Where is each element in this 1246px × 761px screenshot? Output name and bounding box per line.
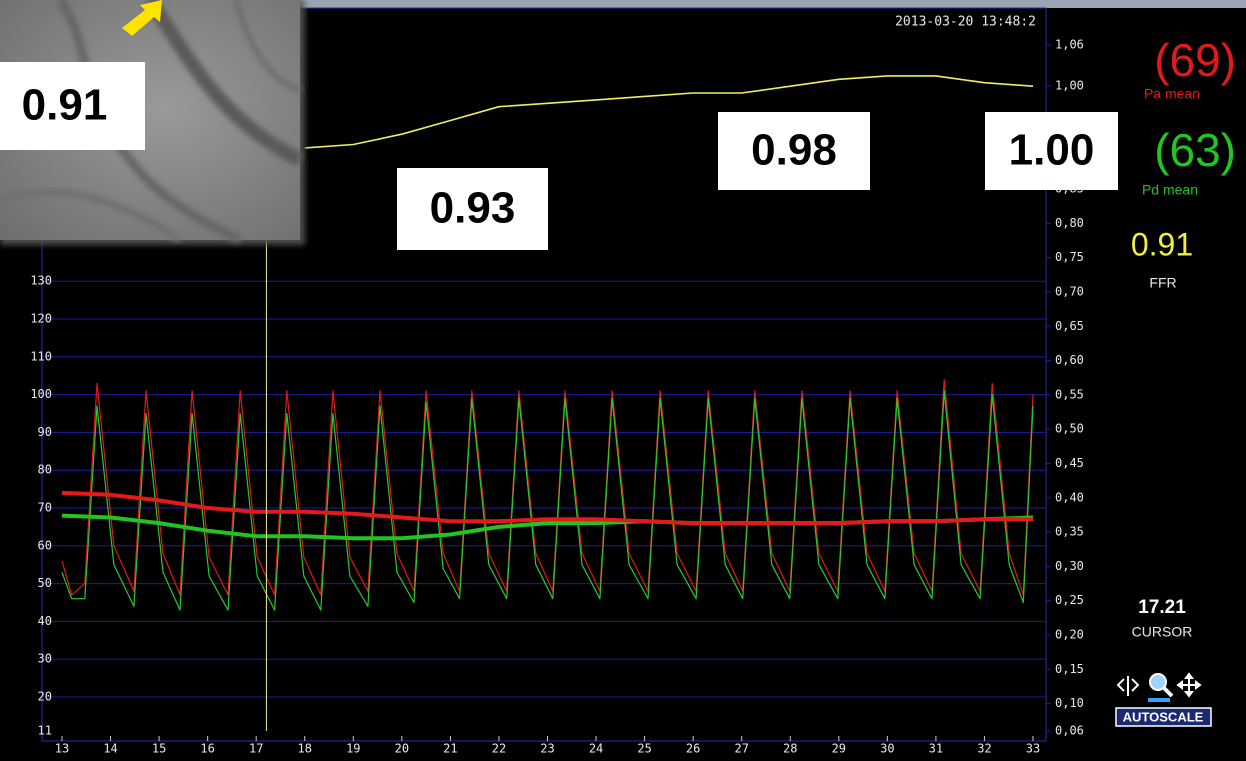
series-line <box>304 75 1034 149</box>
y-tick-label: 40 <box>38 614 52 628</box>
y-tick-label: 11 <box>38 724 52 738</box>
x-tick-label: 20 <box>395 742 409 756</box>
y-tick-label: 110 <box>30 349 52 363</box>
cursor-value: 17.21 <box>1138 597 1186 618</box>
x-tick-label: 18 <box>298 742 312 756</box>
y2-tick-label: 0,35 <box>1055 525 1084 539</box>
x-tick-label: 25 <box>637 742 651 756</box>
x-tick-label: 27 <box>734 742 748 756</box>
plot-frame <box>41 7 1047 742</box>
y2-tick-label: 0,30 <box>1055 559 1084 573</box>
y-tick-label: 120 <box>30 312 52 326</box>
pd-mean-value: (63) <box>1154 124 1236 176</box>
zoom-icon[interactable] <box>1148 673 1174 702</box>
x-tick-label: 30 <box>880 742 894 756</box>
annotation-box <box>718 112 870 190</box>
scroll-icon[interactable] <box>1116 676 1140 696</box>
autoscale-label[interactable]: AUTOSCALE <box>1123 709 1204 724</box>
top-strip <box>0 0 1246 8</box>
annotation-text: 0.91 <box>22 81 108 130</box>
right-panel: (69) Pa mean (63) Pd mean 0.91 FFR 17.21… <box>1115 34 1236 727</box>
ffr-value: 0.91 <box>1131 226 1193 262</box>
y2-tick-label: 0,10 <box>1055 696 1084 710</box>
series-line <box>61 390 1034 611</box>
annotation-text: 0.98 <box>751 126 837 175</box>
pd-mean-label: Pd mean <box>1142 182 1198 198</box>
annotation-box <box>397 168 548 250</box>
y2-tick-label: 0,50 <box>1055 422 1084 436</box>
x-tick-label: 32 <box>977 742 991 756</box>
y-tick-label: 130 <box>30 274 52 288</box>
y2-tick-label: 0,55 <box>1055 387 1084 401</box>
timestamp: 2013-03-20 13:48:2 <box>895 15 1036 30</box>
y2-tick-label: 1,06 <box>1055 38 1084 52</box>
y-tick-label: 30 <box>38 652 52 666</box>
y2-tick-label: 0,80 <box>1055 216 1084 230</box>
y2-tick-label: 0,65 <box>1055 319 1084 333</box>
x-tick-label: 13 <box>55 742 69 756</box>
ffr-label: FFR <box>1149 275 1176 291</box>
cursor-label: CURSOR <box>1132 624 1193 640</box>
x-tick-label: 26 <box>686 742 700 756</box>
x-tick-label: 22 <box>492 742 506 756</box>
annotation-box <box>985 112 1118 190</box>
x-tick-label: 21 <box>443 742 457 756</box>
series-line <box>61 490 1033 526</box>
annotation-text: 1.00 <box>1009 126 1095 175</box>
x-tick-label: 33 <box>1026 742 1040 756</box>
y2-tick-label: 0,06 <box>1055 724 1084 738</box>
y2-tick-label: 0,15 <box>1055 662 1084 676</box>
x-tick-label: 17 <box>249 742 263 756</box>
pan-icon[interactable] <box>1176 672 1202 698</box>
y2-tick-label: 0,60 <box>1055 353 1084 367</box>
y2-tick-label: 0,20 <box>1055 627 1084 641</box>
series-line <box>61 378 1034 596</box>
y2-tick-label: 0,25 <box>1055 593 1084 607</box>
y-tick-label: 60 <box>38 538 52 552</box>
y2-tick-label: 0,45 <box>1055 456 1084 470</box>
plot-area: 11 20 30 40 50 60 70 80 90 100 110 120 130 0,06 0,10 0,… <box>30 38 1084 756</box>
pa-mean-label: Pa mean <box>1144 86 1200 102</box>
y-tick-label: 50 <box>38 576 52 590</box>
y-tick-label: 100 <box>30 387 52 401</box>
x-tick-label: 23 <box>540 742 554 756</box>
pa-mean-value: (69) <box>1154 34 1236 86</box>
annotations: 0.91 0.93 0.98 1.00 <box>0 62 1118 250</box>
y-tick-label: 80 <box>38 463 52 477</box>
x-tick-label: 31 <box>929 742 943 756</box>
y2-tick-label: 1,00 <box>1055 79 1084 93</box>
x-tick-label: 14 <box>103 742 117 756</box>
annotation-text: 0.93 <box>430 184 516 233</box>
y2-tick-label: 0,75 <box>1055 250 1084 264</box>
x-tick-label: 15 <box>152 742 166 756</box>
annotation-box <box>0 62 145 150</box>
arrow-icon <box>122 0 162 36</box>
y-tick-label: 90 <box>38 425 52 439</box>
autoscale-button[interactable] <box>1115 707 1212 727</box>
y-tick-label: 70 <box>38 501 52 515</box>
x-tick-label: 28 <box>783 742 797 756</box>
y-tick-label: 20 <box>38 689 52 703</box>
y2-tick-label: 0,70 <box>1055 284 1084 298</box>
x-tick-label: 29 <box>832 742 846 756</box>
x-tick-label: 24 <box>589 742 603 756</box>
x-tick-label: 19 <box>346 742 360 756</box>
y2-tick-label: 0,40 <box>1055 490 1084 504</box>
x-tick-label: 16 <box>200 742 214 756</box>
